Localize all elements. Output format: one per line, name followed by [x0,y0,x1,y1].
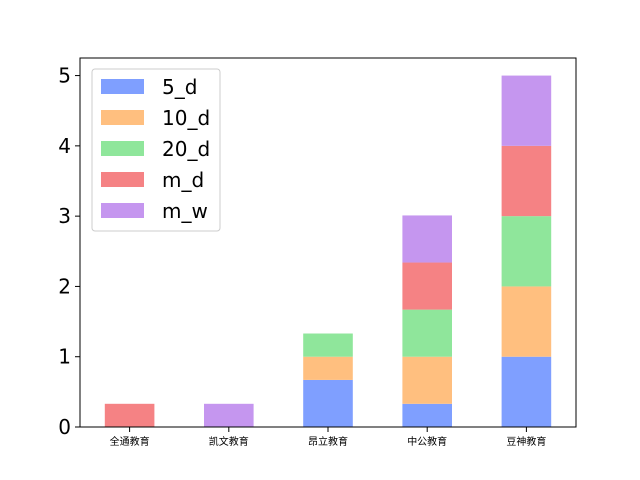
legend-label-5_d: 5_d [162,75,197,99]
x-tick-label: 豆神教育 [506,435,546,448]
bar-5_d-5 [501,356,552,427]
legend-label-m_d: m_d [162,168,204,192]
y-tick-label: 4 [58,134,71,158]
legend: 5_d 10_d 20_d m_d m_w [91,68,221,232]
bar-20_d-4 [402,309,452,357]
bar-m_w-4 [402,215,452,263]
y-axis: 0 1 2 3 4 5 [58,64,80,439]
bar-m_d-5 [501,145,552,217]
legend-swatch-m_d [101,172,144,187]
y-tick-label: 5 [58,64,71,88]
legend-swatch-m_w [101,203,144,218]
y-tick-label: 2 [58,274,71,298]
x-tick-label: 凯文教育 [209,435,249,448]
legend-box [91,68,221,232]
legend-label-20_d: 20_d [162,137,210,161]
bar-m_w-2 [204,403,254,427]
bar-5_d-3 [303,379,353,427]
x-tick-label: 昂立教育 [308,435,348,448]
y-tick-label: 1 [58,345,71,369]
legend-swatch-5_d [101,79,144,94]
x-axis: 全通教育 凯文教育 昂立教育 中公教育 豆神教育 [110,427,546,448]
legend-label-10_d: 10_d [162,106,210,130]
y-tick-label: 0 [58,415,71,439]
x-tick-label: 全通教育 [110,435,150,448]
bar-10_d-4 [402,356,452,404]
legend-swatch-10_d [101,110,144,125]
legend-label-m_w: m_w [162,199,208,223]
y-tick-label: 3 [58,204,71,228]
bar-20_d-5 [501,216,552,287]
bar-5_d-4 [402,403,452,427]
bars-layer [104,75,552,427]
bar-20_d-3 [303,333,353,357]
bar-m_w-5 [501,75,552,146]
bar-m_d-1 [104,403,155,427]
x-tick-label: 中公教育 [407,435,447,448]
legend-swatch-20_d [101,141,144,156]
bar-m_d-4 [402,262,452,310]
bar-10_d-3 [303,356,353,380]
bar-10_d-5 [501,286,552,357]
